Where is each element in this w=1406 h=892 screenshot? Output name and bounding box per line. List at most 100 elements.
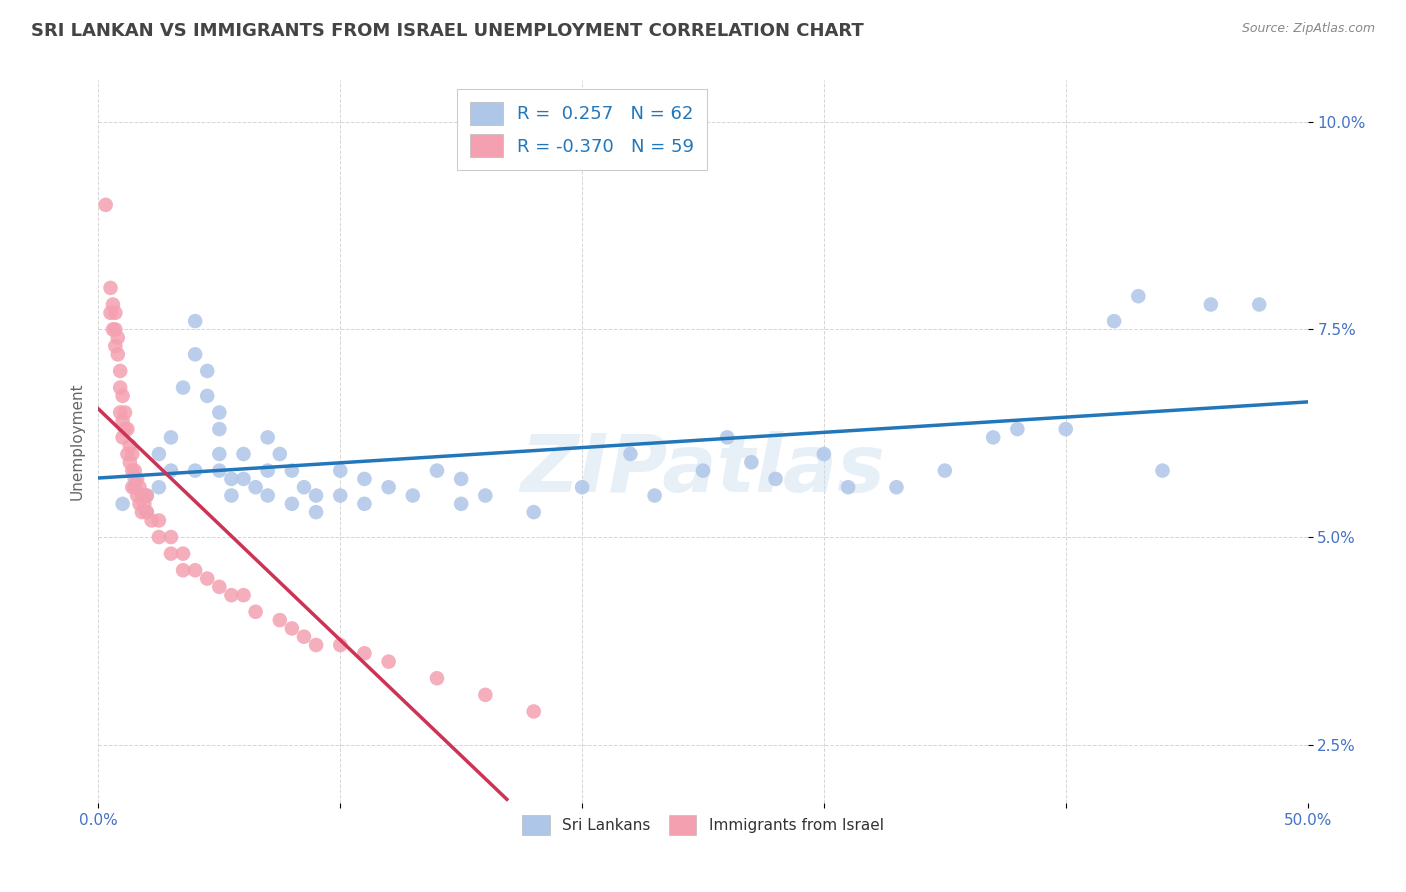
Point — [160, 547, 183, 561]
Point — [232, 447, 254, 461]
Point — [523, 505, 546, 519]
Point — [94, 198, 117, 212]
Point — [245, 480, 267, 494]
Point — [450, 472, 472, 486]
Point — [402, 489, 425, 503]
Point — [128, 497, 150, 511]
Point — [172, 547, 194, 561]
Point — [208, 447, 231, 461]
Point — [148, 447, 170, 461]
Point — [256, 489, 278, 503]
Point — [111, 389, 134, 403]
Point — [107, 347, 129, 361]
Point — [172, 563, 194, 577]
Point — [1199, 297, 1222, 311]
Point — [232, 472, 254, 486]
Y-axis label: Unemployment: Unemployment — [69, 383, 84, 500]
Point — [1102, 314, 1125, 328]
Point — [837, 480, 859, 494]
Point — [184, 563, 207, 577]
Point — [124, 480, 146, 494]
Point — [353, 497, 375, 511]
Point — [281, 621, 304, 635]
Point — [101, 322, 124, 336]
Point — [886, 480, 908, 494]
Point — [716, 430, 738, 444]
Point — [377, 655, 399, 669]
Point — [128, 480, 150, 494]
Point — [108, 405, 131, 419]
Point — [813, 447, 835, 461]
Point — [148, 480, 170, 494]
Point — [934, 464, 956, 478]
Point — [292, 630, 315, 644]
Point — [111, 430, 134, 444]
Point — [121, 447, 143, 461]
Point — [100, 306, 122, 320]
Point — [523, 705, 546, 719]
Point — [131, 489, 153, 503]
Point — [135, 489, 157, 503]
Legend: Sri Lankans, Immigrants from Israel: Sri Lankans, Immigrants from Israel — [512, 805, 894, 846]
Point — [100, 281, 122, 295]
Point — [1128, 289, 1150, 303]
Point — [135, 489, 157, 503]
Point — [353, 646, 375, 660]
Point — [104, 322, 127, 336]
Point — [1007, 422, 1029, 436]
Point — [114, 422, 136, 436]
Point — [208, 580, 231, 594]
Point — [740, 455, 762, 469]
Point — [450, 497, 472, 511]
Point — [474, 489, 496, 503]
Point — [148, 513, 170, 527]
Point — [111, 497, 134, 511]
Point — [184, 464, 207, 478]
Point — [118, 455, 141, 469]
Point — [426, 671, 449, 685]
Point — [135, 505, 157, 519]
Text: Source: ZipAtlas.com: Source: ZipAtlas.com — [1241, 22, 1375, 36]
Point — [195, 389, 218, 403]
Point — [305, 505, 328, 519]
Point — [1054, 422, 1077, 436]
Point — [221, 489, 243, 503]
Point — [474, 688, 496, 702]
Point — [118, 439, 141, 453]
Point — [232, 588, 254, 602]
Point — [104, 306, 127, 320]
Point — [108, 380, 131, 394]
Point — [981, 430, 1004, 444]
Point — [221, 472, 243, 486]
Point — [256, 464, 278, 478]
Point — [184, 314, 207, 328]
Point — [114, 405, 136, 419]
Point — [245, 605, 267, 619]
Point — [765, 472, 787, 486]
Point — [571, 480, 593, 494]
Point — [101, 297, 124, 311]
Point — [305, 489, 328, 503]
Point — [426, 464, 449, 478]
Point — [305, 638, 328, 652]
Point — [134, 497, 156, 511]
Point — [160, 430, 183, 444]
Point — [124, 472, 146, 486]
Point — [256, 430, 278, 444]
Point — [172, 380, 194, 394]
Point — [1152, 464, 1174, 478]
Point — [160, 530, 183, 544]
Text: SRI LANKAN VS IMMIGRANTS FROM ISRAEL UNEMPLOYMENT CORRELATION CHART: SRI LANKAN VS IMMIGRANTS FROM ISRAEL UNE… — [31, 22, 863, 40]
Point — [117, 447, 139, 461]
Point — [377, 480, 399, 494]
Point — [329, 489, 352, 503]
Point — [108, 364, 131, 378]
Point — [195, 572, 218, 586]
Point — [127, 472, 149, 486]
Point — [160, 464, 183, 478]
Point — [221, 588, 243, 602]
Point — [644, 489, 666, 503]
Point — [292, 480, 315, 494]
Point — [127, 489, 149, 503]
Point — [329, 464, 352, 478]
